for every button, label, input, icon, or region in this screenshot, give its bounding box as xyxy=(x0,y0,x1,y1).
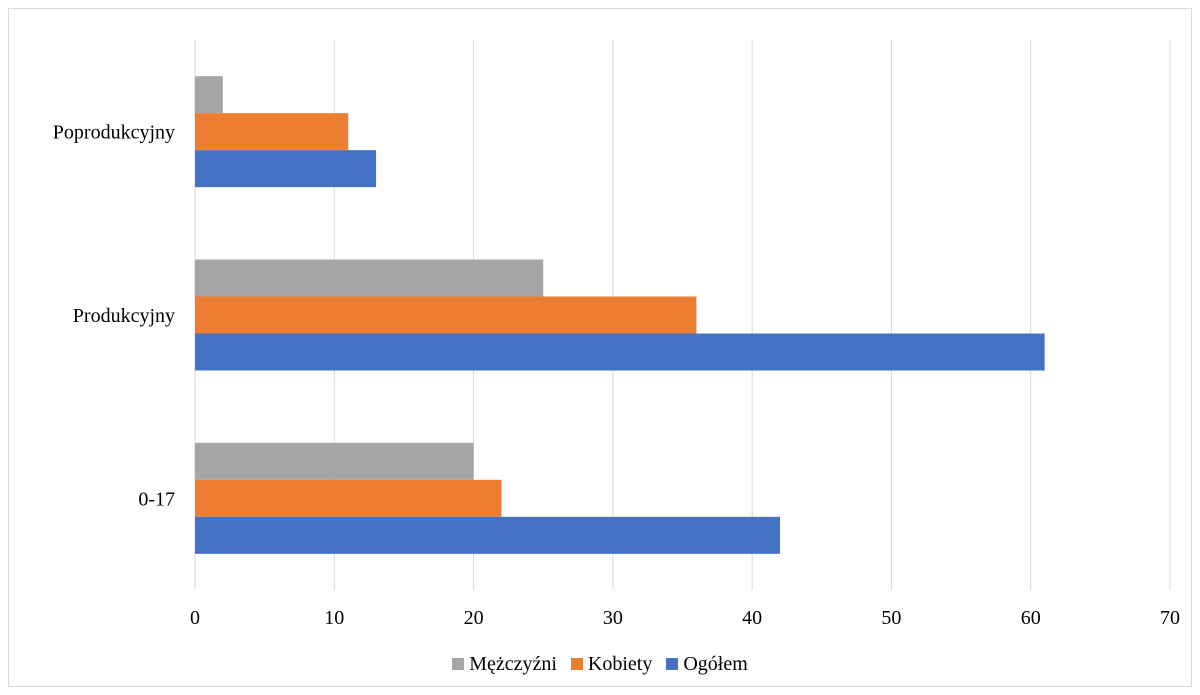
legend-label: Kobiety xyxy=(587,652,653,675)
legend-swatch xyxy=(570,658,583,670)
legend-label: Mężczyźni xyxy=(469,652,557,675)
legend: Mężczyźni Kobiety Ogółem xyxy=(0,649,1200,679)
bar-Ogółem-0-17 xyxy=(195,516,780,554)
bars xyxy=(195,76,1045,554)
x-tick-label: 0 xyxy=(190,607,200,629)
category-labels: Poprodukcyjny Produkcyjny 0-17 xyxy=(53,122,175,511)
category-label: Poprodukcyjny xyxy=(53,122,175,144)
legend-item: Mężczyźni xyxy=(452,653,557,676)
bar-Kobiety-Produkcyjny xyxy=(195,296,697,334)
x-tick-label: 10 xyxy=(324,607,344,629)
category-label: Produkcyjny xyxy=(73,305,175,327)
bar-Ogółem-Poprodukcyjny xyxy=(195,150,377,188)
legend-swatch xyxy=(666,658,679,670)
bar-Mężczyźni-0-17 xyxy=(195,442,474,480)
legend-label: Ogółem xyxy=(683,652,748,675)
legend-item: Kobiety xyxy=(570,652,653,676)
x-tick-label: 60 xyxy=(1021,607,1041,629)
x-tick-label: 50 xyxy=(881,607,901,629)
bar-Mężczyźni-Poprodukcyjny xyxy=(195,76,223,114)
x-tick-label: 20 xyxy=(464,607,484,629)
x-tick-label: 30 xyxy=(603,607,623,629)
bar-Ogółem-Produkcyjny xyxy=(195,333,1045,371)
legend-swatch xyxy=(452,658,465,670)
bar-Kobiety-Poprodukcyjny xyxy=(195,113,349,151)
x-tick-label: 70 xyxy=(1160,607,1180,629)
x-axis-tick-labels: 0 10 20 30 40 50 60 70 xyxy=(190,607,1180,629)
legend-item: Ogółem xyxy=(666,652,748,676)
bar-Kobiety-0-17 xyxy=(195,479,502,517)
bar-Mężczyźni-Produkcyjny xyxy=(195,259,544,297)
category-label: 0-17 xyxy=(138,488,175,510)
x-tick-label: 40 xyxy=(742,607,762,629)
